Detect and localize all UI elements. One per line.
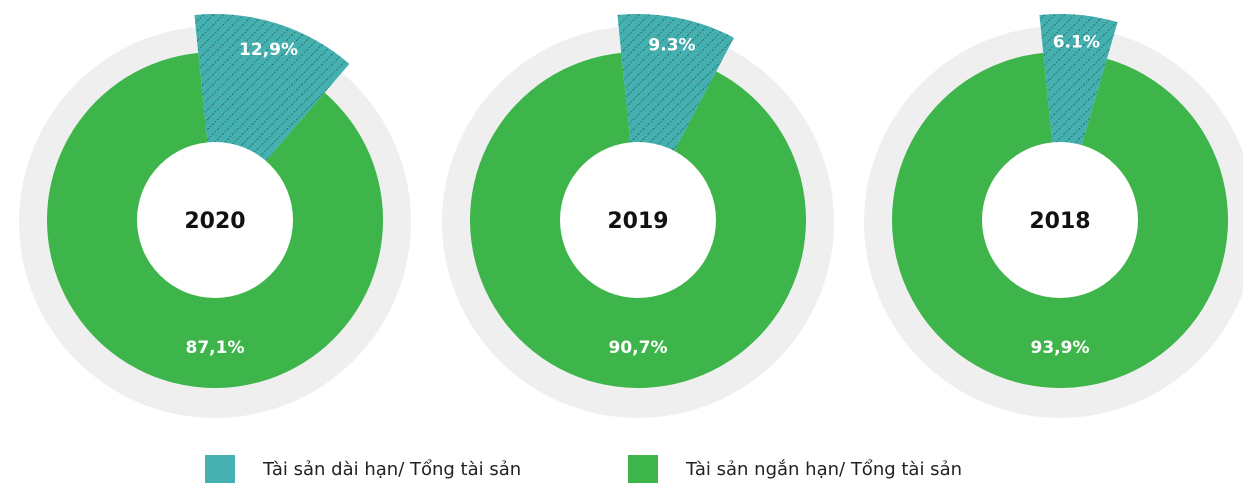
hole <box>982 142 1138 298</box>
slice-group <box>194 13 350 163</box>
slice-group <box>469 52 806 389</box>
value-label: 87,1% <box>186 338 245 358</box>
center-title: 2018 <box>1029 209 1090 234</box>
slice-group <box>1039 14 1118 148</box>
value-label: 6.1% <box>1053 33 1100 53</box>
hole <box>560 142 716 298</box>
slice-group <box>617 14 734 153</box>
slice-group <box>46 52 383 389</box>
hatch <box>617 14 734 153</box>
hatch <box>1039 14 1118 148</box>
slice-group <box>892 52 1229 389</box>
slice <box>892 52 1229 389</box>
slice <box>469 52 806 389</box>
hatch <box>194 13 350 163</box>
hole <box>137 142 293 298</box>
legend-label: Tài sản dài hạn/ Tổng tài sản <box>262 459 521 480</box>
legend-swatch <box>628 455 658 483</box>
value-label: 90,7% <box>609 338 668 358</box>
legend-label: Tài sản ngắn hạn/ Tổng tài sản <box>685 459 962 480</box>
legend-swatch <box>205 455 235 483</box>
value-label: 12,9% <box>239 40 298 60</box>
slice <box>46 52 383 389</box>
center-title: 2020 <box>184 209 245 234</box>
center-title: 2019 <box>607 209 668 234</box>
value-label: 9.3% <box>648 35 695 55</box>
value-label: 93,9% <box>1031 338 1090 358</box>
